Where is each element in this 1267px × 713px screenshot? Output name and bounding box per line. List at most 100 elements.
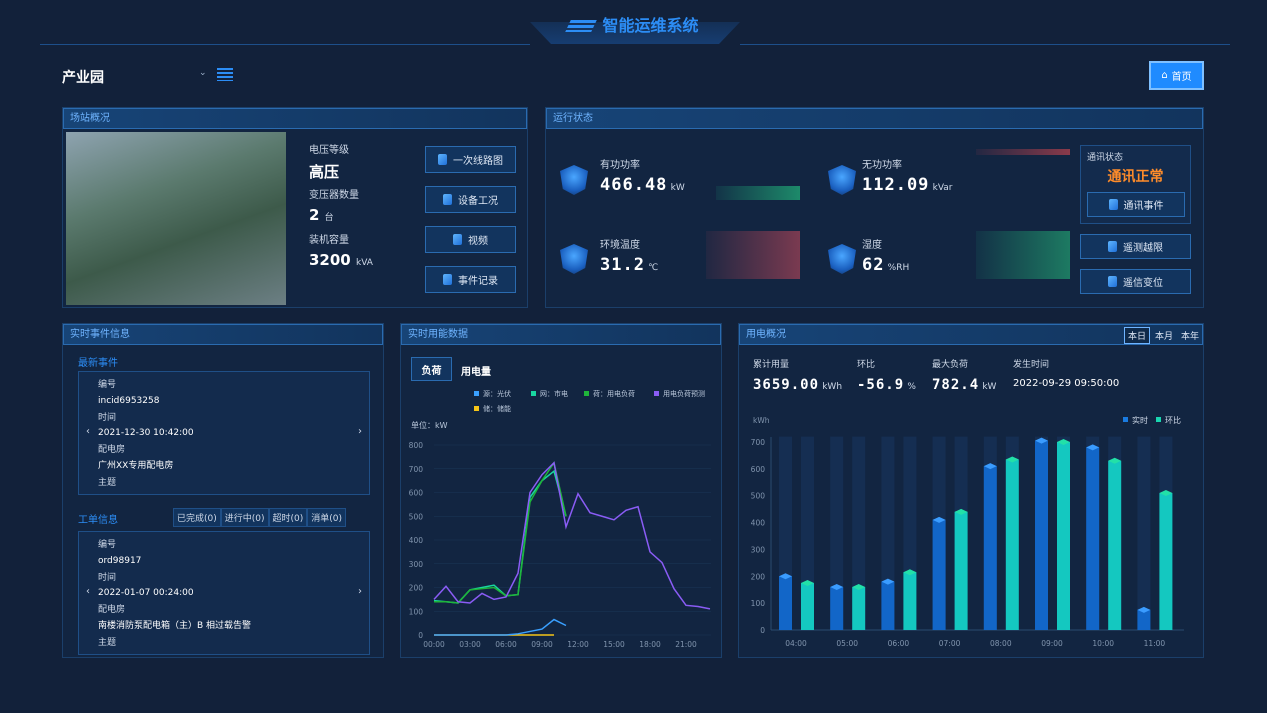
event-id: incid6953258 — [98, 396, 160, 406]
bar-实时 — [932, 519, 946, 630]
x-tick-label: 18:00 — [639, 640, 661, 649]
x-tick-label: 09:00 — [1041, 639, 1063, 648]
tab-completed[interactable]: 已完成(0) — [173, 508, 221, 527]
active-power-value: 466.48 — [600, 175, 668, 195]
x-tick-label: 00:00 — [423, 640, 445, 649]
humidity-value: 62 — [862, 255, 885, 275]
metric-label: 有功功率 — [600, 160, 640, 171]
legend-label: 储：储能 — [483, 404, 511, 413]
tab-month[interactable]: 本月 — [1155, 332, 1174, 342]
transformer-label: 变压器数量 — [309, 190, 359, 201]
event-field-label: 编号 — [98, 380, 117, 390]
comm-event-button[interactable]: 通讯事件 — [1087, 192, 1185, 217]
home-label: 首页 — [1171, 72, 1192, 83]
order-time: 2022-01-07 00:24:00 — [98, 588, 194, 598]
reactive-power-sparkline — [976, 149, 1070, 155]
button-label: 事件记录 — [458, 276, 498, 287]
x-tick-label: 15:00 — [603, 640, 625, 649]
bar-环比 — [801, 583, 814, 630]
site-dropdown-chevron-icon[interactable]: ⌄ — [199, 68, 207, 78]
panel-title: 用电概况 — [739, 324, 1203, 345]
voltage-value: 高压 — [309, 163, 340, 181]
power-p-icon — [560, 165, 588, 195]
total-usage-value: 3659.00 — [753, 377, 820, 393]
station-overview-panel: 场站概况 电压等级 高压 变压器数量 2 台 装机容量 3200 kVA 一次线… — [62, 107, 528, 308]
single-line-diagram-button[interactable]: 一次线路图 — [425, 146, 516, 173]
x-tick-label: 07:00 — [939, 639, 961, 648]
realtime-events-panel: 实时事件信息 最新事件 ‹ › 编号 incid6953258 时间 2021-… — [62, 323, 384, 658]
tab-timeout[interactable]: 超时(0) — [268, 508, 308, 527]
legend-swatch — [1123, 417, 1128, 422]
order-field-label: 编号 — [98, 540, 117, 550]
equipment-status-button[interactable]: 设备工况 — [425, 186, 516, 213]
button-label: 遥信变位 — [1123, 278, 1163, 289]
metric-label: 无功功率 — [862, 160, 902, 171]
humidity-sparkline — [976, 231, 1070, 279]
tab-in-progress[interactable]: 进行中(0) — [220, 508, 269, 527]
bar-top — [1137, 606, 1151, 613]
legend-label: 荷：用电负荷 — [593, 389, 635, 398]
work-order-label: 工单信息 — [78, 515, 118, 526]
x-tick-label: 12:00 — [567, 640, 589, 649]
bar-实时 — [1035, 440, 1048, 630]
stat-unit: kW — [982, 382, 997, 392]
bar-环比 — [1159, 493, 1173, 630]
telesignal-change-button[interactable]: 遥信变位 — [1080, 269, 1191, 294]
cube-icon — [443, 194, 452, 205]
y-tick-label: 700 — [409, 465, 424, 474]
x-tick-label: 08:00 — [990, 639, 1012, 648]
prev-order-chevron-icon[interactable]: ‹ — [86, 586, 90, 597]
event-time: 2021-12-30 10:42:00 — [98, 428, 194, 438]
series-line-1 — [433, 469, 567, 604]
legend-swatch — [654, 391, 659, 396]
y-tick-label: 200 — [409, 584, 424, 593]
telemetry-limit-button[interactable]: 遥测越限 — [1080, 234, 1191, 259]
home-button[interactable]: ⌂ 首页 — [1149, 61, 1204, 90]
stat-unit: kWh — [822, 382, 843, 392]
x-tick-label: 21:00 — [675, 640, 697, 649]
metric-unit: %RH — [887, 263, 910, 273]
diagram-icon — [438, 154, 447, 165]
tab-consumption[interactable]: 用电量 — [461, 367, 491, 378]
temperature-value: 31.2 — [600, 255, 645, 275]
stat-label: 累计用量 — [753, 360, 790, 370]
list-view-icon[interactable] — [217, 68, 233, 81]
y-tick-label: 100 — [751, 599, 766, 608]
bar-top — [1108, 457, 1122, 464]
panel-title: 运行状态 — [546, 108, 1203, 129]
next-order-chevron-icon[interactable]: › — [358, 586, 362, 597]
legend-label: 用电负荷预测 — [663, 389, 705, 398]
order-field-label: 时间 — [98, 573, 117, 583]
header-line-right — [740, 44, 1230, 45]
tab-today[interactable]: 本日 — [1124, 327, 1151, 344]
capacity-value: 3200 — [309, 251, 351, 269]
bar-实时 — [1137, 609, 1151, 630]
series-line-2 — [434, 460, 567, 604]
bar-top — [983, 463, 997, 470]
droplet-icon — [828, 244, 856, 274]
tab-load[interactable]: 负荷 — [411, 357, 452, 381]
comm-status-card: 通讯状态 通讯正常 通讯事件 — [1080, 145, 1191, 224]
bar-top — [903, 569, 917, 576]
telesignal-icon — [1108, 276, 1117, 287]
event-record-button[interactable]: 事件记录 — [425, 266, 516, 293]
next-event-chevron-icon[interactable]: › — [358, 426, 362, 437]
tab-year[interactable]: 本年 — [1181, 332, 1200, 342]
legend-label: 网：市电 — [540, 389, 568, 398]
prev-event-chevron-icon[interactable]: ‹ — [86, 426, 90, 437]
bar-background — [830, 436, 844, 630]
video-button[interactable]: 视频 — [425, 226, 516, 253]
tab-cancelled[interactable]: 消单(0) — [307, 508, 346, 527]
stat-label: 发生时间 — [1013, 360, 1050, 370]
transformer-unit: 台 — [324, 213, 334, 223]
bar-环比 — [1005, 459, 1019, 630]
x-tick-label: 06:00 — [495, 640, 517, 649]
bar-实时 — [983, 466, 997, 630]
legend-swatch — [1156, 417, 1161, 422]
stat-label: 环比 — [857, 360, 876, 370]
latest-event-card: ‹ › 编号 incid6953258 时间 2021-12-30 10:42:… — [78, 371, 370, 495]
bar-环比 — [1057, 442, 1070, 630]
active-power-sparkline — [716, 186, 800, 200]
occurrence-time-value: 2022-09-29 09:50:00 — [1013, 378, 1120, 389]
y-tick-label: 600 — [751, 465, 766, 474]
